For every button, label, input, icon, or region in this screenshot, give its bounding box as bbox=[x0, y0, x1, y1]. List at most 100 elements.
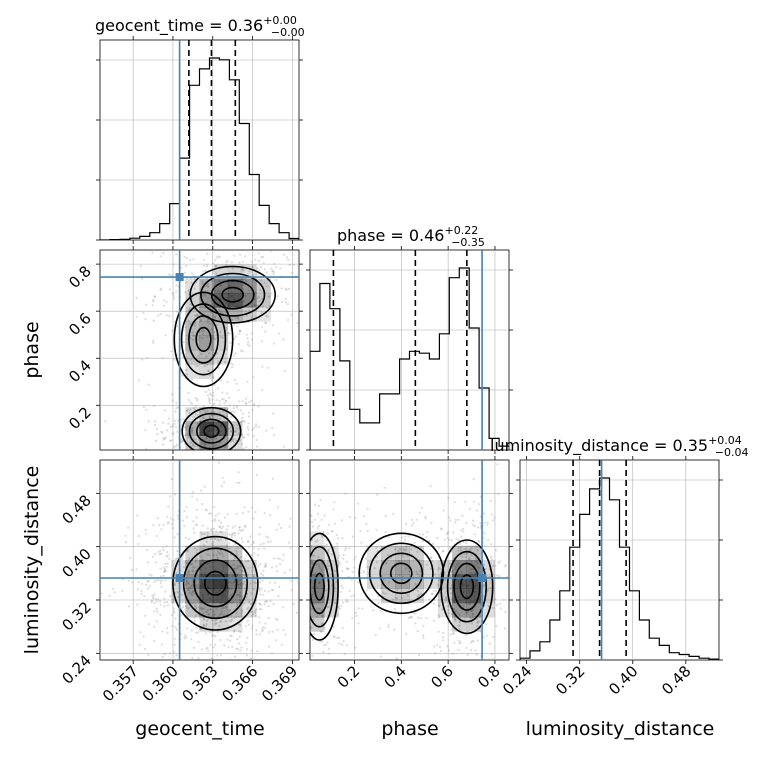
sample-point bbox=[226, 638, 229, 641]
sample-point bbox=[337, 561, 341, 564]
sample-point bbox=[161, 431, 164, 434]
sample-point bbox=[418, 653, 421, 657]
sample-point bbox=[359, 530, 362, 533]
sample-point bbox=[231, 619, 234, 622]
sample-point bbox=[270, 589, 274, 592]
sample-point bbox=[193, 616, 196, 620]
sample-point bbox=[230, 634, 233, 638]
sample-point bbox=[279, 563, 282, 566]
sample-point bbox=[437, 584, 440, 587]
sample-point bbox=[332, 635, 335, 638]
sample-point bbox=[190, 358, 193, 361]
sample-point bbox=[265, 599, 268, 603]
sample-point bbox=[200, 352, 203, 355]
sample-point bbox=[449, 586, 452, 589]
sample-point bbox=[260, 587, 263, 591]
sample-point bbox=[252, 376, 255, 379]
density-cell bbox=[423, 560, 439, 575]
sample-point bbox=[447, 612, 450, 615]
sample-point bbox=[192, 407, 195, 410]
sample-point bbox=[248, 344, 251, 348]
sample-point bbox=[471, 640, 474, 643]
sample-point bbox=[437, 583, 440, 586]
sample-point bbox=[262, 255, 265, 258]
sample-point bbox=[228, 396, 231, 399]
density-cell bbox=[409, 588, 425, 604]
sample-point bbox=[223, 402, 226, 405]
histogram-step bbox=[310, 267, 509, 450]
sample-point bbox=[167, 417, 171, 420]
sample-point bbox=[189, 408, 192, 411]
sample-point bbox=[257, 449, 260, 450]
sample-point bbox=[395, 597, 398, 600]
sample-point bbox=[251, 611, 254, 614]
sample-point bbox=[341, 601, 345, 604]
sample-point bbox=[156, 610, 159, 614]
sample-point bbox=[474, 663, 476, 665]
sample-point bbox=[229, 341, 232, 344]
sample-point bbox=[185, 505, 188, 509]
sample-point bbox=[206, 284, 209, 288]
sample-point bbox=[275, 565, 278, 568]
sample-point bbox=[159, 613, 162, 617]
sample-point bbox=[193, 287, 196, 290]
sample-point bbox=[487, 604, 490, 607]
sample-point bbox=[468, 558, 471, 561]
sample-point bbox=[255, 273, 258, 276]
sample-point bbox=[252, 588, 255, 591]
sample-point bbox=[261, 297, 264, 300]
sample-point bbox=[453, 567, 457, 570]
sample-point bbox=[272, 342, 276, 345]
sample-point bbox=[216, 538, 219, 541]
sample-point bbox=[314, 540, 317, 543]
sample-point bbox=[223, 407, 227, 410]
sample-point bbox=[201, 294, 204, 297]
sample-point bbox=[302, 634, 304, 636]
sample-point bbox=[303, 543, 305, 545]
sample-point bbox=[173, 583, 177, 587]
sample-point bbox=[238, 526, 241, 529]
sample-point bbox=[261, 628, 264, 632]
sample-point bbox=[217, 550, 220, 553]
sample-point bbox=[451, 571, 454, 574]
sample-point bbox=[248, 415, 251, 418]
sample-point bbox=[245, 401, 248, 404]
sample-point bbox=[215, 554, 218, 557]
sample-point bbox=[248, 401, 251, 404]
sample-point bbox=[210, 618, 213, 622]
sample-point bbox=[261, 326, 264, 329]
sample-point bbox=[218, 399, 221, 402]
sample-point bbox=[336, 613, 339, 616]
sample-point bbox=[177, 419, 180, 422]
sample-point bbox=[492, 635, 495, 639]
sample-point bbox=[233, 379, 237, 382]
sample-point bbox=[415, 570, 418, 573]
sample-point bbox=[211, 529, 214, 533]
sample-point bbox=[261, 365, 264, 368]
sample-point bbox=[218, 309, 221, 312]
sample-point bbox=[413, 541, 416, 544]
sample-point bbox=[203, 607, 206, 610]
sample-point bbox=[153, 602, 156, 605]
sample-point bbox=[238, 598, 242, 602]
sample-point bbox=[236, 566, 239, 570]
sample-point bbox=[224, 620, 227, 623]
sample-point bbox=[187, 606, 190, 610]
sample-point bbox=[301, 281, 303, 283]
sample-point bbox=[320, 725, 322, 727]
sample-point bbox=[208, 373, 211, 377]
sample-point bbox=[208, 322, 211, 325]
sample-point bbox=[214, 537, 217, 541]
sample-point bbox=[227, 437, 230, 440]
sample-point bbox=[162, 570, 166, 573]
sample-point bbox=[187, 436, 190, 439]
sample-point bbox=[464, 547, 467, 550]
sample-point bbox=[521, 564, 523, 566]
sample-point bbox=[196, 557, 199, 560]
sample-point bbox=[237, 471, 240, 474]
sample-point bbox=[298, 299, 299, 301]
sample-point bbox=[135, 296, 138, 299]
sample-point bbox=[194, 438, 197, 441]
sample-point bbox=[269, 514, 272, 517]
sample-point bbox=[316, 615, 319, 618]
